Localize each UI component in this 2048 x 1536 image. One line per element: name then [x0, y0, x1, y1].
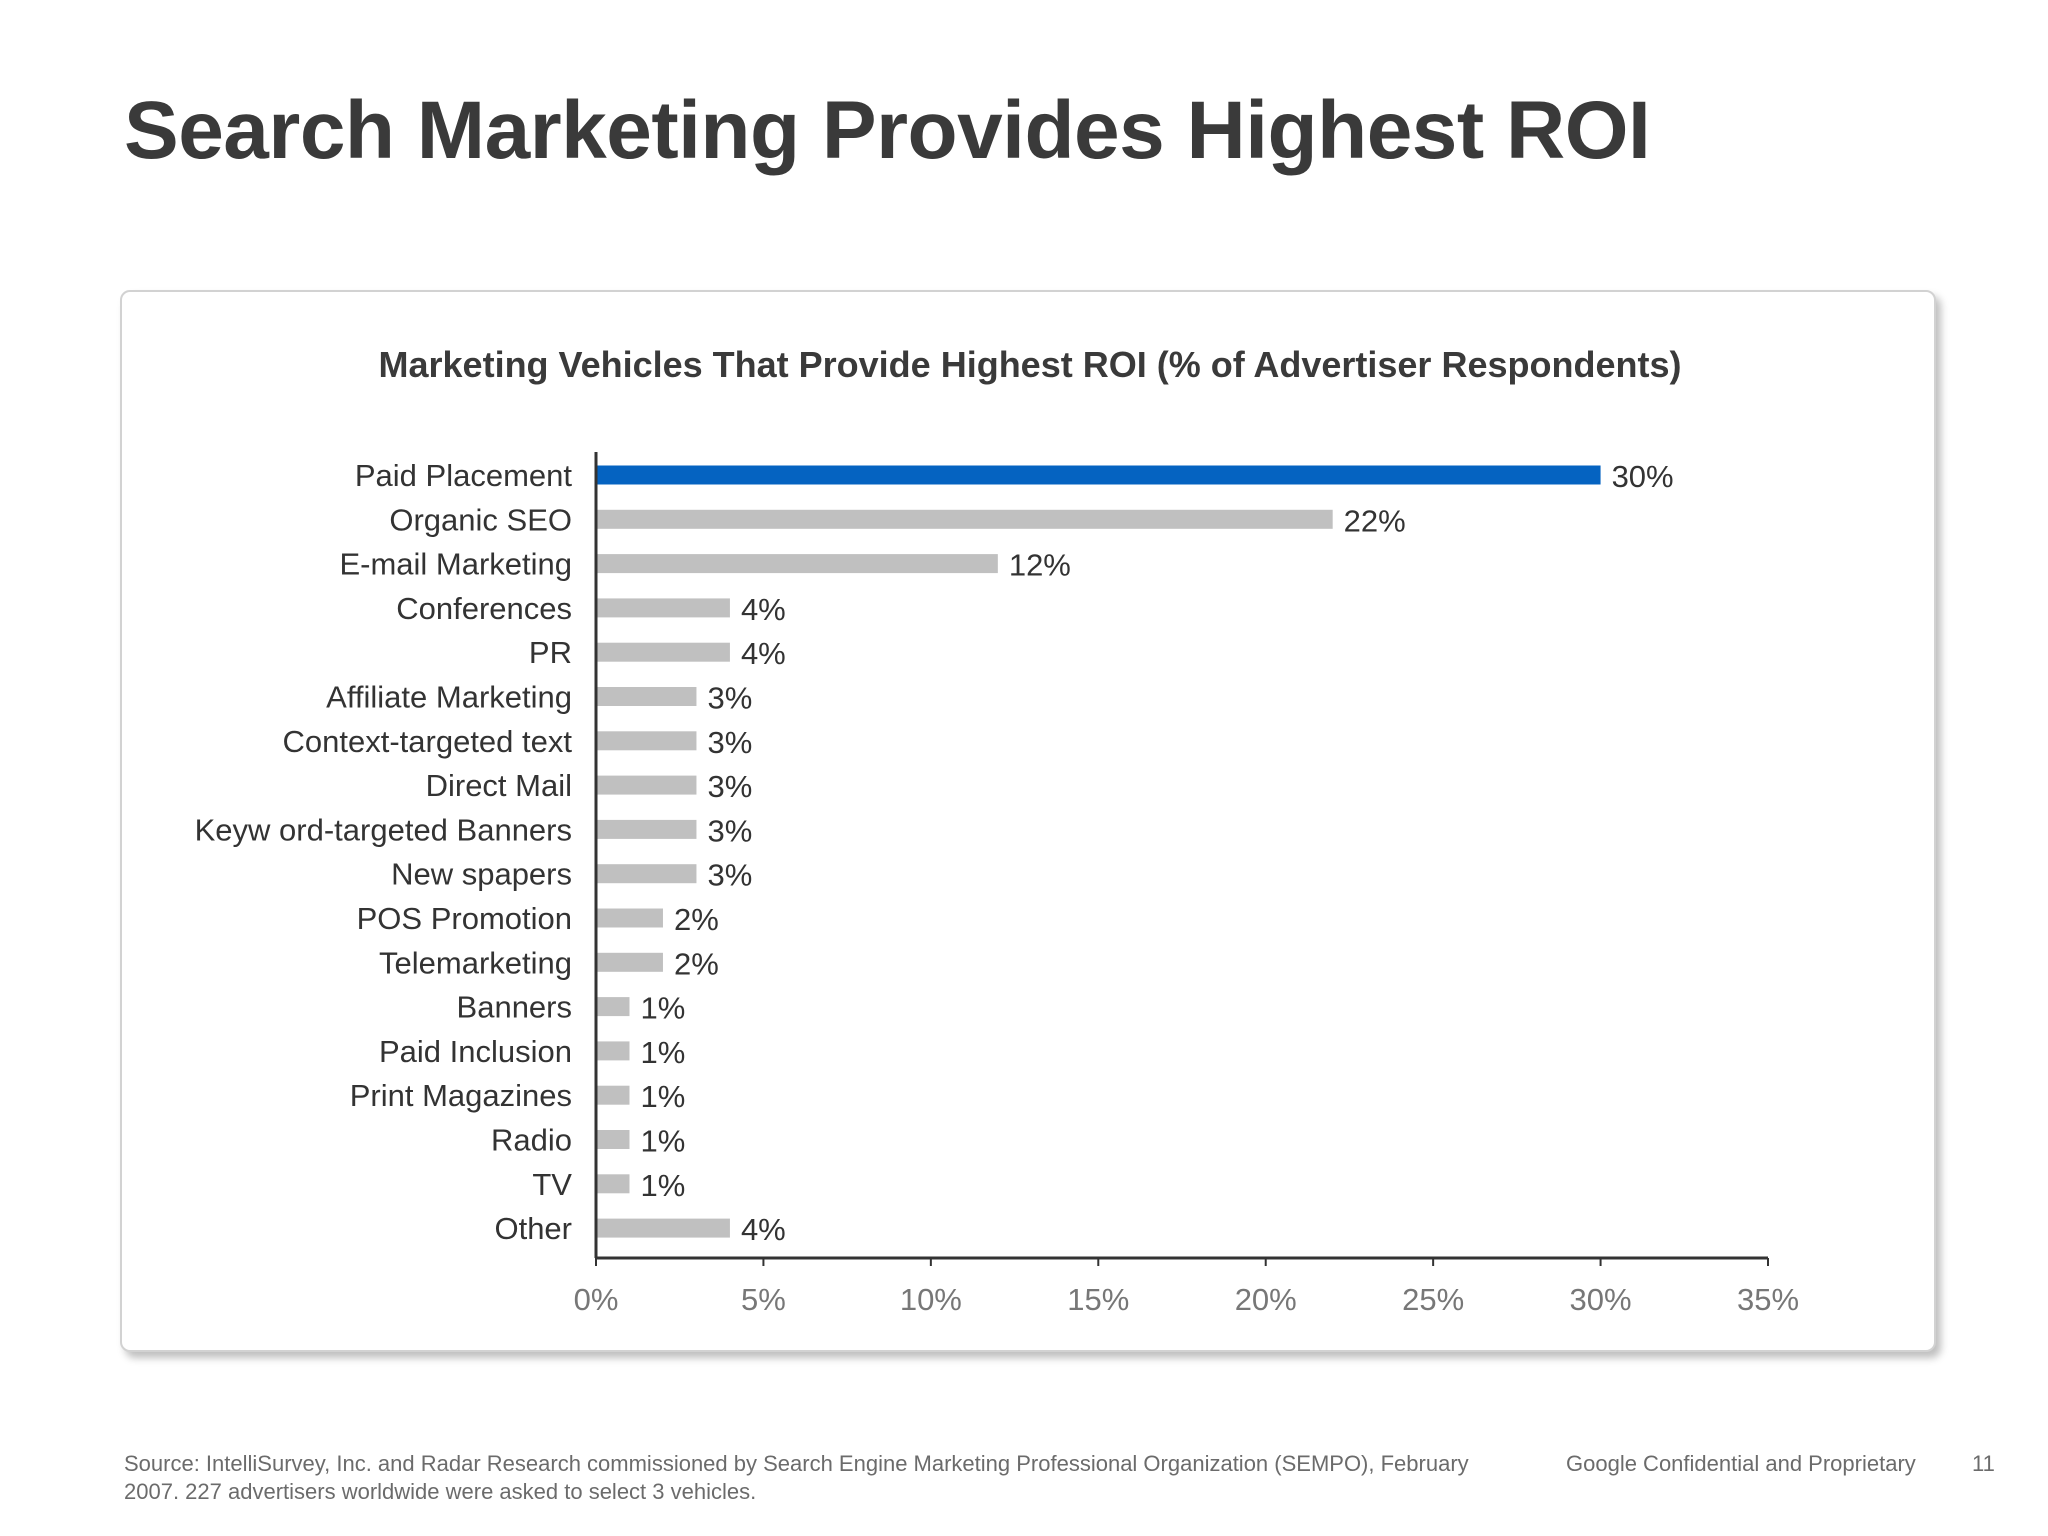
category-label: Context-targeted text: [283, 724, 573, 759]
data-label: 2%: [674, 946, 719, 981]
category-label: Organic SEO: [389, 502, 572, 537]
category-label: Keyw ord-targeted Banners: [195, 812, 572, 847]
data-label: 3%: [707, 681, 752, 716]
bar-chart: Paid Placement 30% Organic SEO 22% E-mail Ma…: [195, 452, 1799, 1317]
chart-title: Marketing Vehicles That Provide Highest …: [378, 344, 1682, 385]
x-tick-label: 5%: [741, 1282, 786, 1317]
category-label: Print Magazines: [350, 1078, 572, 1113]
category-label: Direct Mail: [426, 768, 572, 803]
page-number: 11: [1972, 1451, 1995, 1476]
bar-10: [596, 908, 663, 928]
confidentiality-note: Google Confidential and Proprietary: [1566, 1451, 1916, 1476]
category-label: Radio: [491, 1123, 572, 1158]
data-label: 3%: [707, 725, 752, 760]
x-tick-label: 10%: [900, 1282, 962, 1317]
bar-11: [596, 952, 663, 972]
x-tick-label: 35%: [1737, 1282, 1799, 1317]
slide-title: Search Marketing Provides Highest ROI: [124, 85, 1651, 176]
x-tick-label: 30%: [1570, 1282, 1632, 1317]
bar-0: [596, 465, 1601, 485]
data-label: 22%: [1344, 503, 1406, 538]
category-label: New spapers: [391, 857, 572, 892]
bar-8: [596, 819, 697, 839]
bar-6: [596, 731, 697, 751]
data-label: 1%: [640, 1168, 685, 1203]
category-label: PR: [529, 635, 572, 670]
x-tick-label: 25%: [1402, 1282, 1464, 1317]
data-label: 4%: [741, 1212, 786, 1247]
category-label: Affiliate Marketing: [326, 680, 572, 715]
category-label: Conferences: [396, 591, 572, 626]
bar-14: [596, 1085, 630, 1105]
bar-2: [596, 554, 998, 574]
bar-7: [596, 775, 697, 795]
bar-5: [596, 687, 697, 706]
data-label: 1%: [640, 991, 685, 1026]
source-note: Source: IntelliSurvey, Inc. and Radar Re…: [124, 1451, 1469, 1504]
category-label: Telemarketing: [379, 945, 572, 980]
data-label: 30%: [1612, 459, 1674, 494]
data-label: 1%: [640, 1035, 685, 1070]
x-tick-label: 15%: [1067, 1282, 1129, 1317]
data-label: 4%: [741, 636, 786, 671]
x-tick-label: 20%: [1235, 1282, 1297, 1317]
data-label: 3%: [707, 858, 752, 893]
category-label: Paid Inclusion: [379, 1034, 572, 1069]
bar-9: [596, 864, 697, 884]
data-label: 1%: [640, 1124, 685, 1159]
bar-12: [596, 997, 630, 1017]
category-label: E-mail Marketing: [339, 547, 572, 582]
category-label: TV: [532, 1167, 572, 1202]
category-label: Other: [494, 1211, 572, 1246]
category-label: Banners: [457, 990, 572, 1025]
bar-13: [596, 1041, 630, 1061]
category-label: POS Promotion: [357, 901, 572, 936]
data-label: 4%: [741, 592, 786, 627]
bar-4: [596, 642, 730, 662]
data-label: 3%: [707, 813, 752, 848]
data-label: 1%: [640, 1079, 685, 1114]
chart-panel: Marketing Vehicles That Provide Highest …: [120, 290, 1936, 1352]
bar-16: [596, 1174, 630, 1194]
bar-15: [596, 1130, 630, 1149]
data-label: 3%: [707, 769, 752, 804]
data-label: 12%: [1009, 548, 1071, 583]
bar-3: [596, 598, 730, 618]
x-tick-label: 0%: [574, 1282, 619, 1317]
bar-1: [596, 509, 1333, 529]
data-label: 2%: [674, 902, 719, 937]
bar-17: [596, 1218, 730, 1238]
category-label: Paid Placement: [355, 458, 573, 493]
